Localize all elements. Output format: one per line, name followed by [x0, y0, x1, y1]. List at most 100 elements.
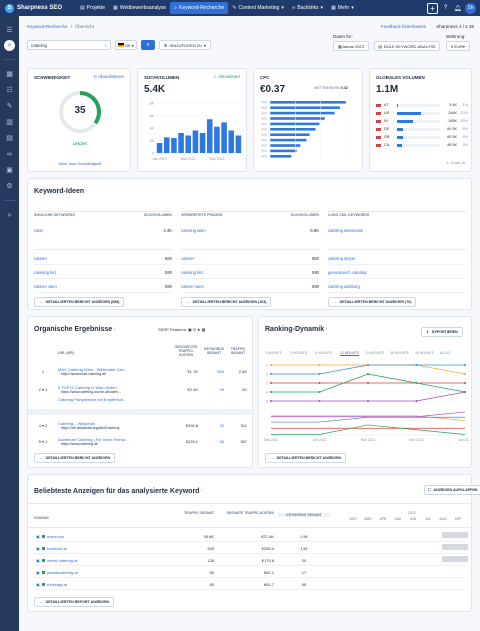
volume-bar	[171, 138, 177, 153]
ranking-tab[interactable]: 24 MONATE	[365, 351, 384, 355]
ideas-keyword-link[interactable]: catering steinmann	[328, 228, 364, 233]
ads-domain-link[interactable]: mann.eat	[47, 534, 64, 539]
search-button[interactable]: ⌕	[141, 40, 155, 50]
organic-title-link[interactable]: Adventure Catering | Für echte Feinsc...	[58, 437, 129, 442]
organic-header-cost: GESCHÄTZTE TRAFFIC-KOSTEN	[174, 345, 198, 357]
ads-domain-link[interactable]: jomatecatering.at	[47, 570, 78, 575]
settings-icon[interactable]: ⚙	[6, 183, 13, 190]
calendar-icon[interactable]: ▤	[6, 135, 13, 142]
ads-domain-link[interactable]: bestfood.at	[47, 546, 67, 551]
ads-domain-link[interactable]: rhdsingly.at	[47, 582, 68, 587]
ideas-keyword-link[interactable]: caterer wien	[181, 284, 204, 289]
logo-icon: S	[5, 3, 14, 13]
difficulty-more-link[interactable]: Mehr über Schwierigkeit	[58, 161, 102, 166]
organic-title-link[interactable]: 5 TOP10 Catering in Wien finden	[58, 385, 117, 390]
ad-preview-icon[interactable]: ▣	[36, 582, 40, 587]
ideas-keyword-link[interactable]: cater	[34, 228, 44, 233]
ranking-tab[interactable]: 1 MONATE	[265, 351, 283, 355]
report-icon[interactable]: ▣	[6, 167, 13, 174]
pen-icon[interactable]: ✎	[6, 103, 13, 110]
ideas-keyword-link[interactable]: catering linz	[34, 270, 57, 275]
ideas-keyword-link[interactable]: catering steyer	[328, 256, 356, 261]
organic-title-link[interactable]: Catering Partyservice mit Empfehlun...	[58, 397, 127, 402]
ideas-keyword-link[interactable]: genussreich catering	[328, 270, 367, 275]
ideas-keyword-link[interactable]: caterer	[34, 256, 48, 261]
organic-keywords[interactable]: 20	[219, 423, 224, 428]
export-button[interactable]: ⇪ EXPORTIEREN	[421, 327, 463, 337]
help-icon[interactable]: ?	[443, 5, 448, 11]
organic-keywords[interactable]: 36	[219, 439, 224, 444]
ideas-keyword-link[interactable]: catering salzburg	[328, 284, 360, 289]
ideas-keyword-link[interactable]: catering linz	[181, 270, 204, 275]
dashboard-icon[interactable]: ▦	[6, 71, 13, 78]
collapse-icon[interactable]: »	[7, 211, 12, 219]
row-divider	[34, 249, 172, 250]
ranking-detail-button[interactable]: → DETAILLIERTEN BERICHT ANZEIGEN	[265, 453, 347, 463]
menu-icon[interactable]: ☰	[6, 27, 13, 34]
difficulty-update-link[interactable]: ↻ Aktualisieren	[93, 74, 124, 79]
link-icon[interactable]: ∞	[7, 150, 12, 158]
organic-keywords[interactable]: 509	[217, 369, 224, 374]
ranking-tab[interactable]: ALLES	[440, 351, 451, 355]
ad-preview-icon[interactable]: ▣	[36, 546, 40, 551]
cpc-bar	[270, 128, 316, 131]
ad-preview-icon[interactable]: ▣	[36, 570, 40, 575]
currency-select[interactable]: € EUR ▾	[446, 41, 470, 51]
global-volume-row: DE 60.5K 6%	[376, 125, 468, 133]
country-code: US	[384, 111, 390, 115]
ideas-keyword-link[interactable]: catering wien	[181, 228, 206, 233]
app-name: Sharpness SEO	[17, 5, 63, 11]
expand-ads-button[interactable]: ⛶ ANZEIGEN AUFKLAPPEN	[424, 485, 480, 495]
chart-icon[interactable]: ▥	[6, 119, 13, 126]
add-button[interactable]: +	[427, 2, 438, 14]
ranking-tab[interactable]: 6 MONATE	[315, 351, 333, 355]
ads-month: JUL	[424, 517, 432, 521]
bulk-keyword-analysis-button[interactable]: ▤ BULK KEYWORD-ANALYSE	[374, 41, 440, 51]
avatar[interactable]: Sh	[465, 2, 476, 14]
ideas-keyword-link[interactable]: caterer	[181, 256, 195, 261]
global-volume-bar	[397, 143, 402, 147]
ideas-volume: 660	[165, 256, 172, 261]
country-select[interactable]: DE ▾	[115, 40, 137, 50]
ideas-detail-button[interactable]: → DETAILLIERTEN BERICHT ANZEIGEN (103)	[181, 297, 272, 307]
breadcrumb-keyword-recherche[interactable]: Keyword-Recherche	[27, 24, 68, 29]
ad-preview-icon[interactable]: ▣	[36, 534, 40, 539]
app-logo[interactable]: S Sharpness SEO	[0, 3, 76, 13]
nav-item-wettbewerbsanalyse[interactable]: ▦ Wettbewerbsanalyse	[113, 5, 167, 11]
chevron-down-icon: ▾	[320, 5, 324, 11]
feedback-link[interactable]: Feedback hinterlassen	[380, 24, 427, 29]
nav-item-mehr[interactable]: ▦ Mehr ▾	[331, 5, 354, 11]
date-select[interactable]: ▦ Januar 2023	[333, 41, 369, 51]
add-to-button[interactable]: ⊞ HINZUFÜGEN ZU ▾	[159, 40, 212, 50]
ads-cost: €250.4	[261, 546, 274, 551]
ideas-keyword-link[interactable]: caterer wien	[34, 284, 57, 289]
ads-domain-link[interactable]: velvet-catering.at	[47, 558, 78, 563]
cpc-bar-label	[261, 138, 267, 142]
ad-preview-icon[interactable]: ▣	[36, 558, 40, 563]
ideas-detail-button[interactable]: → DETAILLIERTEN BERICHT ANZEIGEN (76)	[328, 297, 417, 307]
organic-keywords[interactable]: 49	[219, 387, 224, 392]
list-icon[interactable]: ☷	[6, 87, 13, 94]
organic-title-link[interactable]: MAX Catering Wien - Wiktimater Gen...	[58, 367, 128, 372]
nav-item-projekte[interactable]: ▤ Projekte	[80, 5, 106, 11]
search-icon[interactable]: ⌕	[4, 40, 15, 51]
organic-detail-button[interactable]: → DETAILLIERTEN BERICHT ANZEIGEN	[34, 453, 116, 463]
country-code: CA	[384, 143, 390, 147]
nav-item-backlinks[interactable]: ∞ Backlinks ▾	[291, 5, 324, 11]
y-tick-label: 2	[266, 372, 268, 376]
row-divider	[181, 264, 319, 265]
cpc-value: €0.37	[260, 84, 286, 95]
bell-icon[interactable]: 🔔︎	[453, 5, 462, 12]
grid-icon: ▦	[201, 327, 206, 332]
search-input[interactable]: catering ×	[27, 40, 111, 50]
organic-title-link[interactable]: Catering – Wikipedia	[58, 421, 95, 426]
nav-item-keyword-recherche[interactable]: ⌕ Keyword-Recherche	[170, 2, 229, 14]
ranking-tab[interactable]: 48 MONATE	[415, 351, 434, 355]
nav-item-content-marketing[interactable]: ✎ Content Marketing ▾	[232, 5, 284, 11]
ranking-tab[interactable]: 12 MONATE	[340, 351, 359, 356]
ideas-detail-button[interactable]: → DETAILLIERTEN BERICHT ANZEIGEN (685)	[34, 297, 125, 307]
ranking-tab[interactable]: 36 MONATE	[390, 351, 409, 355]
clear-icon[interactable]: ×	[104, 42, 107, 48]
ranking-tab[interactable]: 3 MONATE	[290, 351, 308, 355]
ads-detail-button[interactable]: → DETAILLIERTEN REPORT ANZEIGEN	[34, 597, 115, 607]
